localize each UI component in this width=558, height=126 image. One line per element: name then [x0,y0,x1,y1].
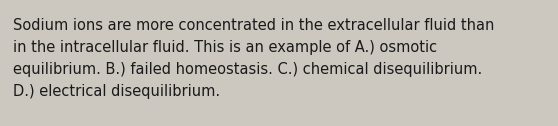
Text: D.) electrical disequilibrium.: D.) electrical disequilibrium. [13,84,220,99]
Text: in the intracellular fluid. This is an example of A.) osmotic: in the intracellular fluid. This is an e… [13,40,437,55]
Text: Sodium ions are more concentrated in the extracellular fluid than: Sodium ions are more concentrated in the… [13,18,494,33]
Text: equilibrium. B.) failed homeostasis. C.) chemical disequilibrium.: equilibrium. B.) failed homeostasis. C.)… [13,62,482,77]
